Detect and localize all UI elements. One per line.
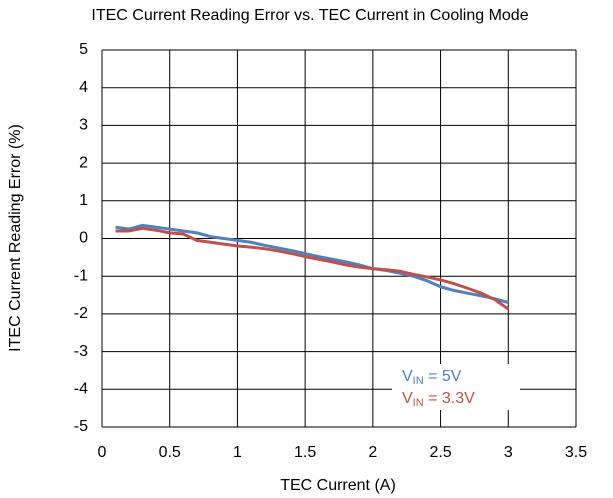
x-tick-label: 0.5 — [159, 444, 181, 461]
y-tick-label: 4 — [79, 79, 88, 96]
x-tick-label: 1.5 — [294, 444, 316, 461]
y-tick-label: 0 — [79, 230, 88, 247]
chart-title: ITEC Current Reading Error vs. TEC Curre… — [91, 7, 528, 24]
data-line — [115, 226, 510, 311]
y-axis-label: ITEC Current Reading Error (%) — [7, 124, 24, 352]
legend-entry: VIN = 5V — [402, 368, 462, 387]
y-tick-label: -1 — [74, 267, 88, 284]
x-tick-label: 0 — [98, 444, 107, 461]
y-tick-label: 2 — [79, 154, 88, 171]
x-tick-label: 1 — [233, 444, 242, 461]
x-axis-label: TEC Current (A) — [280, 477, 396, 494]
legend-box — [392, 364, 520, 410]
y-tick-label: 1 — [79, 192, 88, 209]
y-tick-label: 3 — [79, 117, 88, 134]
y-tick-label: -4 — [74, 381, 88, 398]
y-tick-label: -3 — [74, 343, 88, 360]
y-tick-label: 5 — [79, 41, 88, 58]
y-tick-label: -5 — [74, 418, 88, 435]
y-tick-label: -2 — [74, 305, 88, 322]
legend-entry: VIN = 3.3V — [402, 390, 475, 409]
x-tick-label: 2.5 — [429, 444, 451, 461]
x-tick-label: 2 — [368, 444, 377, 461]
data-line — [115, 223, 509, 305]
x-tick-label: 3 — [504, 444, 513, 461]
x-tick-label: 3.5 — [565, 444, 587, 461]
